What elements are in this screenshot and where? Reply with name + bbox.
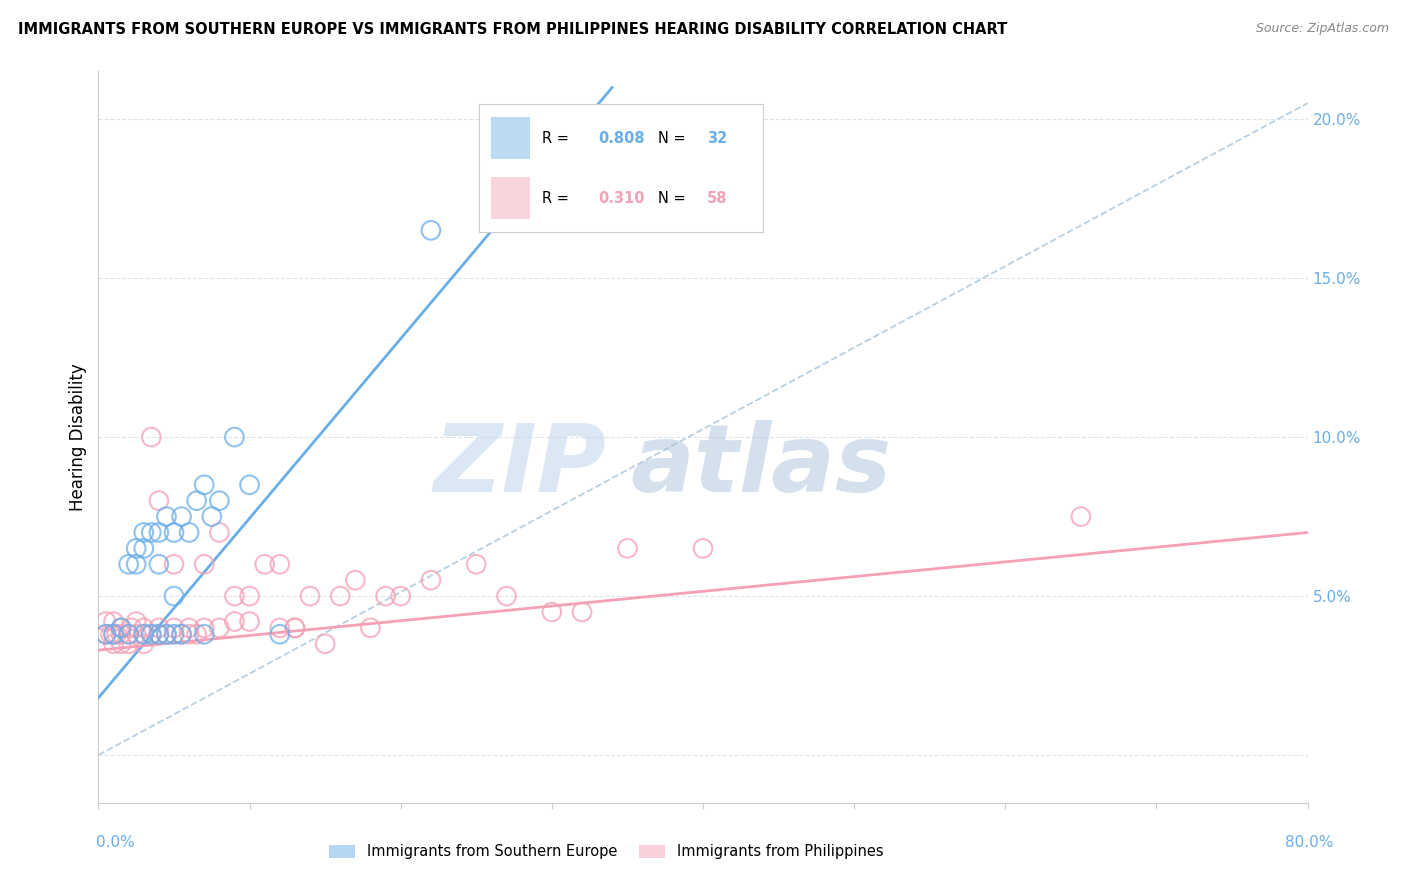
Point (208, 493, 231, 508)
Point (224, 615, 246, 629)
Point (571, 605, 593, 619)
Point (118, 627, 141, 641)
Point (224, 430, 246, 444)
Point (420, 223, 443, 237)
Point (193, 627, 215, 641)
Point (540, 605, 562, 619)
Point (118, 637, 141, 651)
Point (329, 589, 352, 603)
Point (132, 541, 155, 556)
Point (110, 637, 132, 651)
Point (163, 525, 186, 540)
Point (110, 621, 132, 635)
Text: 0.0%: 0.0% (96, 836, 135, 850)
Point (170, 509, 193, 524)
Text: Source: ZipAtlas.com: Source: ZipAtlas.com (1256, 22, 1389, 36)
Point (103, 615, 125, 629)
Point (148, 525, 170, 540)
Point (110, 621, 132, 635)
Point (239, 477, 262, 491)
Point (141, 430, 163, 444)
Point (179, 525, 201, 540)
Text: 80.0%: 80.0% (1285, 836, 1333, 850)
Point (94, 615, 117, 629)
Legend: Immigrants from Southern Europe, Immigrants from Philippines: Immigrants from Southern Europe, Immigra… (323, 838, 890, 865)
Point (103, 627, 125, 641)
Point (360, 621, 382, 635)
Point (110, 627, 132, 641)
Point (121, 621, 143, 635)
Y-axis label: Hearing Disability: Hearing Disability (69, 363, 87, 511)
Point (1070, 509, 1092, 524)
Point (179, 621, 201, 635)
Point (193, 558, 215, 572)
Text: IMMIGRANTS FROM SOUTHERN EUROPE VS IMMIGRANTS FROM PHILIPPINES HEARING DISABILIT: IMMIGRANTS FROM SOUTHERN EUROPE VS IMMIG… (18, 22, 1008, 37)
Point (193, 477, 215, 491)
Point (208, 621, 231, 635)
Point (170, 627, 193, 641)
Point (284, 621, 307, 635)
Point (239, 615, 262, 629)
Point (224, 589, 246, 603)
Point (132, 627, 155, 641)
Point (94, 627, 117, 641)
Point (148, 621, 170, 635)
Point (208, 525, 231, 540)
Point (420, 573, 443, 587)
Point (186, 493, 208, 508)
Point (148, 627, 170, 641)
Point (344, 573, 367, 587)
Point (314, 637, 336, 651)
Point (389, 589, 412, 603)
Point (141, 525, 163, 540)
Point (125, 627, 148, 641)
Point (253, 558, 276, 572)
Point (692, 541, 714, 556)
Point (125, 615, 148, 629)
Point (179, 627, 201, 641)
Point (100, 627, 122, 641)
Point (105, 627, 128, 641)
Point (148, 493, 170, 508)
Point (155, 509, 177, 524)
Point (118, 558, 141, 572)
Point (132, 637, 155, 651)
Point (94, 627, 117, 641)
Text: ZIP: ZIP (433, 420, 606, 512)
Point (132, 621, 155, 635)
Point (163, 558, 186, 572)
Point (299, 589, 322, 603)
Point (163, 621, 186, 635)
Point (269, 558, 291, 572)
Point (155, 627, 177, 641)
Point (374, 589, 396, 603)
Point (103, 627, 125, 641)
Point (155, 627, 177, 641)
Point (193, 621, 215, 635)
Point (465, 558, 488, 572)
Point (132, 627, 155, 641)
Point (103, 637, 125, 651)
Point (186, 627, 208, 641)
Point (132, 525, 155, 540)
Point (125, 558, 148, 572)
Point (141, 627, 163, 641)
Point (125, 541, 148, 556)
Point (616, 541, 638, 556)
Point (148, 627, 170, 641)
Point (141, 627, 163, 641)
Point (163, 589, 186, 603)
Point (163, 627, 186, 641)
Text: atlas: atlas (630, 420, 891, 512)
Point (269, 627, 291, 641)
Point (170, 627, 193, 641)
Point (239, 589, 262, 603)
Point (495, 589, 517, 603)
Point (118, 627, 141, 641)
Point (284, 621, 307, 635)
Point (148, 558, 170, 572)
Point (269, 621, 291, 635)
Point (201, 509, 224, 524)
